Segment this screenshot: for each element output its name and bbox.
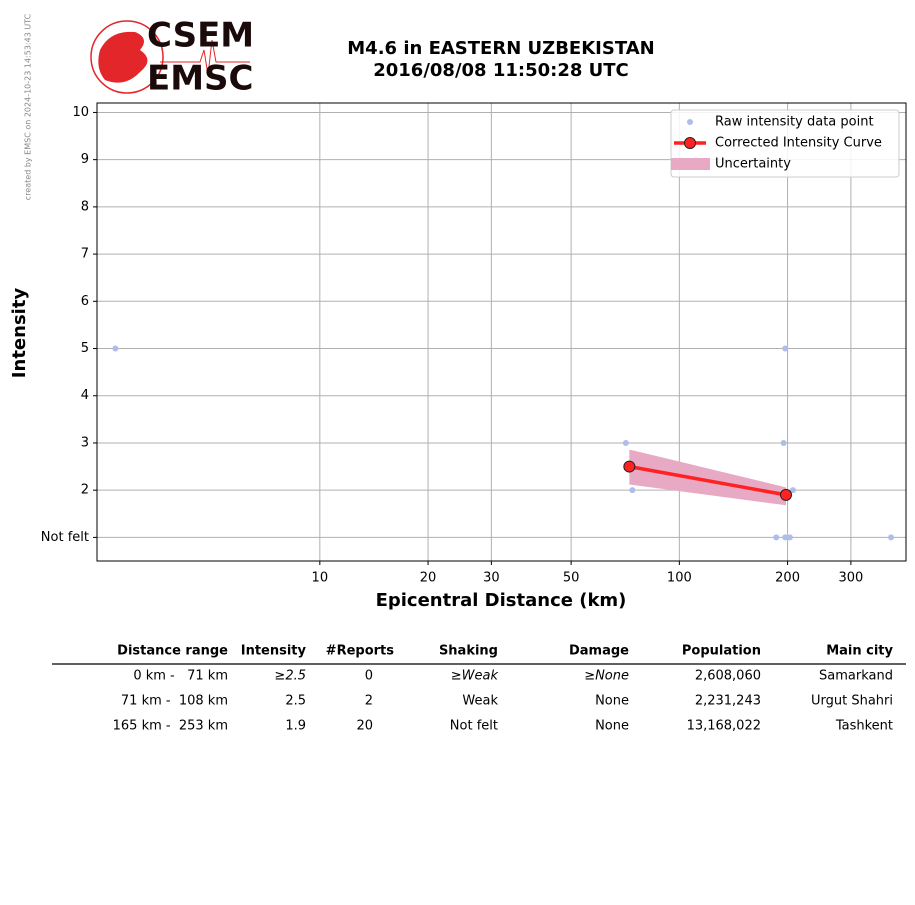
data-point (773, 534, 780, 541)
data-point (888, 534, 895, 541)
logo-bottom: EMSC (147, 59, 254, 99)
table-cell: 71 km - 108 km (121, 694, 228, 709)
y-tick-label: 8 (81, 199, 89, 214)
x-axis-label: Epicentral Distance (km) (376, 590, 627, 611)
table-cell: Weak (462, 694, 498, 709)
table-header: #Reports (326, 644, 395, 659)
data-point (782, 345, 789, 352)
credit: created by EMSC on 2024-10-23 14:53:43 U… (24, 13, 33, 200)
table-cell: Samarkand (819, 669, 893, 684)
table-cell: 0 (365, 669, 373, 684)
legend-label: Raw intensity data point (715, 115, 874, 130)
data-point (789, 487, 796, 494)
table-cell: Urgut Shahri (811, 694, 893, 709)
table-cell: ≥2.5 (274, 669, 306, 684)
table-cell: None (595, 694, 629, 709)
data-point (782, 534, 789, 541)
x-tick-label: 300 (838, 571, 863, 586)
y-tick-label: 7 (81, 247, 89, 262)
chart-subtitle: 2016/08/08 11:50:28 UTC (373, 60, 629, 81)
curve-point (780, 488, 793, 501)
uncertainty-band (629, 449, 787, 506)
table-cell: ≥None (584, 669, 629, 684)
logo-circle (90, 20, 164, 94)
table-header: Damage (569, 644, 629, 659)
legend-box (670, 109, 900, 178)
table-cell: 2,231,243 (695, 694, 761, 709)
table-cell: 2.5 (285, 694, 306, 709)
table-header: Shaking (439, 644, 498, 659)
logo-wave (160, 39, 250, 76)
logo-map (98, 31, 148, 83)
y-tick-label: 4 (81, 388, 89, 403)
x-tick-label: 20 (420, 571, 437, 586)
y-tick-label: 10 (72, 105, 89, 120)
table-cell: 2 (365, 694, 373, 709)
table-cell: Tashkent (835, 719, 893, 734)
legend-marker (687, 119, 693, 125)
y-tick-label: 5 (81, 341, 89, 356)
table-header: Population (682, 644, 761, 659)
table-header: Intensity (241, 644, 307, 659)
curve-point (623, 460, 636, 473)
table-header: Main city (826, 644, 893, 659)
y-tick-label: 9 (81, 152, 89, 167)
x-tick-label: 10 (312, 571, 329, 586)
legend-label: Uncertainty (715, 157, 791, 172)
curve (629, 464, 787, 497)
table-cell: 1.9 (285, 719, 306, 734)
data-point (780, 439, 787, 446)
legend-label: Corrected Intensity Curve (715, 136, 882, 151)
table-cell: 2,608,060 (695, 669, 761, 684)
table-cell: Not felt (450, 719, 498, 734)
table-cell: 165 km - 253 km (113, 719, 228, 734)
x-tick-label: 30 (483, 571, 500, 586)
data-point (629, 487, 636, 494)
y-tick-label: Not felt (41, 530, 89, 545)
x-tick-label: 200 (775, 571, 800, 586)
y-axis-label: Intensity (9, 288, 30, 379)
table-cell: 20 (356, 719, 373, 734)
chart-title: M4.6 in EASTERN UZBEKISTAN (347, 38, 654, 59)
logo: CSEM EMSC (90, 16, 254, 99)
y-tick-label: 3 (81, 435, 89, 450)
table-cell: 0 km - 71 km (133, 669, 228, 684)
legend-marker (671, 158, 710, 170)
logo-top: CSEM (147, 16, 254, 56)
y-tick-label: 6 (81, 294, 89, 309)
data-point (112, 345, 119, 352)
table-cell: ≥Weak (451, 669, 499, 684)
table-cell: 13,168,022 (687, 719, 761, 734)
legend-marker (684, 137, 696, 149)
table-cell: None (595, 719, 629, 734)
data-point (622, 439, 629, 446)
data-point (786, 534, 793, 541)
plot-frame (96, 102, 907, 562)
table-header: Distance range (117, 644, 228, 659)
x-tick-label: 50 (563, 571, 580, 586)
y-tick-label: 2 (81, 483, 89, 498)
x-tick-label: 100 (667, 571, 692, 586)
